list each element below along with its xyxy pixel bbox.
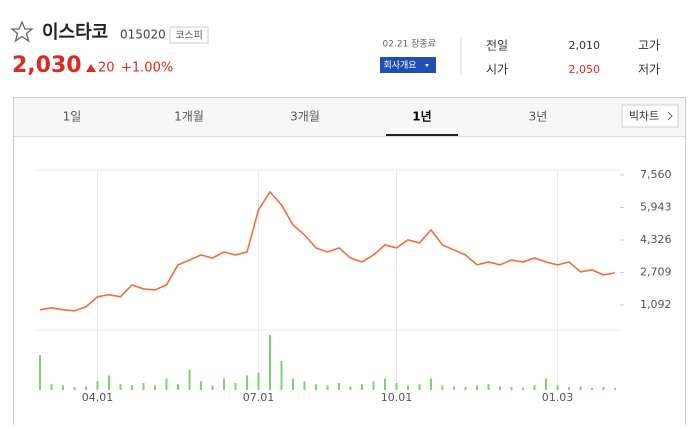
volume-bar — [223, 378, 225, 390]
tab[interactable]: 1일 — [63, 110, 82, 124]
volume-bar — [510, 387, 513, 390]
up-arrow — [86, 64, 96, 72]
big-chart-label: 빅차트 — [629, 110, 659, 123]
active-tab-underline — [386, 134, 458, 136]
volume-bar — [96, 381, 99, 390]
stat-label: 고가 — [638, 39, 660, 53]
volume-bar — [39, 355, 41, 390]
volume-bar — [292, 378, 294, 390]
price: 2,030 — [12, 53, 82, 78]
volume-bar — [62, 385, 64, 390]
price-line — [39, 190, 616, 312]
change-rate: +1.00% — [121, 61, 173, 76]
volume-bar — [131, 385, 133, 390]
volume-bar — [142, 383, 145, 390]
stat-label: 전일 — [486, 39, 508, 53]
volume-bar — [188, 369, 191, 390]
volume-bar — [85, 386, 87, 390]
volume-bar — [522, 387, 524, 390]
volume-bar — [372, 381, 375, 390]
volume-bar — [395, 383, 398, 390]
volume-bar — [441, 385, 444, 390]
volume-bar — [361, 384, 363, 390]
chevron — [667, 111, 673, 121]
volume-bar — [499, 386, 501, 390]
volume-bar — [154, 385, 156, 390]
favorite-star[interactable] — [10, 20, 34, 43]
market-badge — [169, 26, 209, 44]
volume-bar — [614, 388, 616, 390]
volume-bar — [487, 384, 490, 390]
x-tick-label: 04.01 — [82, 391, 114, 404]
volume-bar — [108, 375, 110, 390]
stat-value: 2,050 — [569, 63, 601, 76]
volume-bar — [280, 361, 283, 390]
volume-bar — [464, 387, 467, 390]
volume-bar — [384, 378, 386, 390]
volume-bar — [430, 378, 432, 390]
company-button[interactable] — [380, 57, 436, 73]
volume-bar — [73, 387, 76, 390]
volume-bar — [200, 381, 202, 390]
dropdown-arrow — [425, 64, 429, 67]
volume-bar — [269, 334, 271, 390]
volume-bar — [418, 384, 421, 390]
volume-bar — [568, 387, 570, 390]
volume-bar — [177, 384, 179, 390]
volume-bar — [246, 375, 248, 390]
change: 20 — [98, 61, 115, 76]
volume-bar — [303, 381, 306, 390]
tab[interactable]: 3개월 — [290, 110, 320, 124]
y-tick-label: 4,326 — [640, 233, 672, 246]
volume-bar — [211, 385, 214, 390]
volume-bar — [326, 385, 329, 390]
volume-bar — [349, 386, 352, 390]
company-button-label: 회사개요 — [383, 60, 416, 71]
volume-bar — [533, 385, 536, 390]
volume-bar — [315, 384, 317, 390]
market-status: 02.21 장종료 — [383, 39, 436, 50]
y-tick-label: 7,560 — [640, 168, 672, 181]
volume-bar — [591, 387, 593, 390]
volume-bar — [453, 386, 455, 390]
stock-code: 015020 — [120, 28, 166, 42]
volume-bar — [545, 378, 547, 390]
tab[interactable]: 3년 — [529, 110, 548, 124]
volume-bar — [476, 385, 478, 390]
x-tick-label: 01.03 — [542, 391, 574, 404]
volume-bar — [602, 387, 605, 390]
y-tick-label: 2,709 — [640, 265, 672, 278]
volume-bar — [556, 385, 559, 390]
volume-bar — [338, 383, 340, 390]
tab[interactable]: 1년 — [412, 110, 431, 124]
volume-bar — [119, 384, 122, 390]
x-tick-label: 10.01 — [381, 391, 413, 404]
tab-bar — [14, 98, 685, 136]
volume-bar — [407, 385, 409, 390]
volume-bar — [165, 378, 168, 390]
y-tick-label: 5,943 — [640, 201, 672, 214]
y-tick-label: 1,092 — [640, 298, 672, 311]
stat-label: 저가 — [638, 63, 660, 77]
volume-bar — [257, 372, 260, 390]
chart-box — [13, 97, 686, 428]
stat-label: 시가 — [486, 63, 508, 77]
stat-value: 2,010 — [569, 39, 601, 52]
market: 코스피 — [175, 30, 203, 42]
stock-name: 이스타코 — [42, 22, 108, 43]
volume-bar — [579, 386, 582, 390]
tab[interactable]: 1개월 — [174, 110, 204, 124]
big-chart-button[interactable] — [621, 104, 679, 128]
volume-bar — [234, 383, 237, 390]
x-tick-label: 07.01 — [243, 391, 275, 404]
volume-bar — [50, 384, 53, 390]
